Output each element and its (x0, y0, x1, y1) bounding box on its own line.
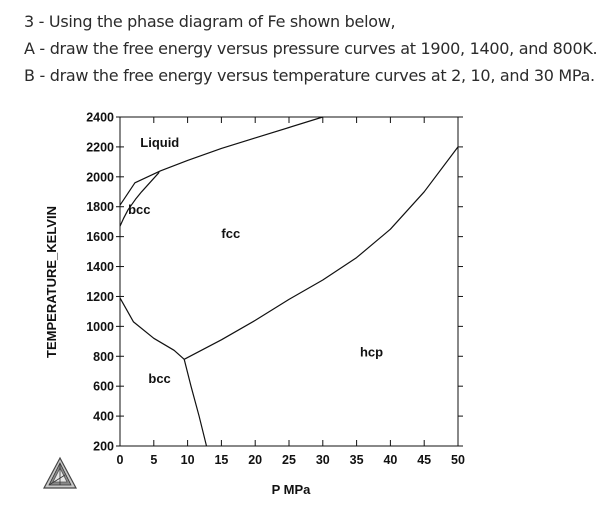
y-tick-label: 2400 (86, 111, 114, 125)
x-tick-label: 35 (350, 453, 364, 467)
y-tick-label: 400 (93, 410, 114, 424)
question-text: 3 - Using the phase diagram of Fe shown … (24, 10, 604, 91)
y-tick-label: 1200 (86, 290, 114, 304)
x-tick-label: 30 (316, 453, 330, 467)
y-tick-label: 1400 (86, 260, 114, 274)
y-tick-label: 2000 (86, 170, 114, 184)
y-tick-label: 600 (93, 380, 114, 394)
y-tick-label: 1600 (86, 230, 114, 244)
x-axis-title: P MPa (272, 482, 312, 497)
region-label-liquid: Liquid (140, 135, 179, 150)
x-tick-label: 15 (214, 453, 228, 467)
region-labels: Liquid bcc fcc hcp bcc (128, 135, 383, 386)
x-tick-label: 20 (248, 453, 262, 467)
y-tick-label: 200 (93, 440, 114, 454)
y-axis-title: TEMPERATURE_KELVIN (44, 206, 59, 358)
region-label-hcp: hcp (360, 344, 383, 359)
y-tick-label: 800 (93, 350, 114, 364)
region-label-bcc: bcc (148, 371, 170, 386)
axis-ticks (116, 116, 463, 447)
question-line-3: B - draw the free energy versus temperat… (24, 66, 595, 85)
phase-boundaries (119, 116, 459, 447)
phase-boundary-bcc_hcp (183, 359, 208, 447)
phase-boundary-bcc_fcc_low (119, 297, 185, 360)
phase-boundary-liquid_boundary (119, 116, 323, 206)
y-tick-label: 1000 (86, 320, 114, 334)
question-line-2: A - draw the free energy versus pressure… (24, 39, 598, 58)
question-line-1: 3 - Using the phase diagram of Fe shown … (24, 12, 396, 31)
x-tick-label: 50 (451, 453, 465, 467)
phase-boundary-fcc_hcp (183, 146, 459, 360)
x-tick-label: 45 (417, 453, 431, 467)
y-tick-label: 1800 (86, 200, 114, 214)
region-label-bcc: bcc (128, 202, 150, 217)
x-tick-label: 10 (181, 453, 195, 467)
x-tick-label: 5 (150, 453, 157, 467)
phase-boundary-bcc_fcc_high (119, 171, 160, 227)
thermo-calc-logo-icon (43, 456, 77, 489)
tick-labels: 0 5 10 15 20 25 30 35 40 45 50 200 400 600 800 1000 1200… (86, 111, 465, 468)
x-tick-label: 0 (117, 453, 124, 467)
y-tick-label: 2200 (86, 140, 114, 154)
x-tick-label: 25 (282, 453, 296, 467)
region-label-fcc: fcc (221, 226, 240, 241)
x-tick-label: 40 (383, 453, 397, 467)
